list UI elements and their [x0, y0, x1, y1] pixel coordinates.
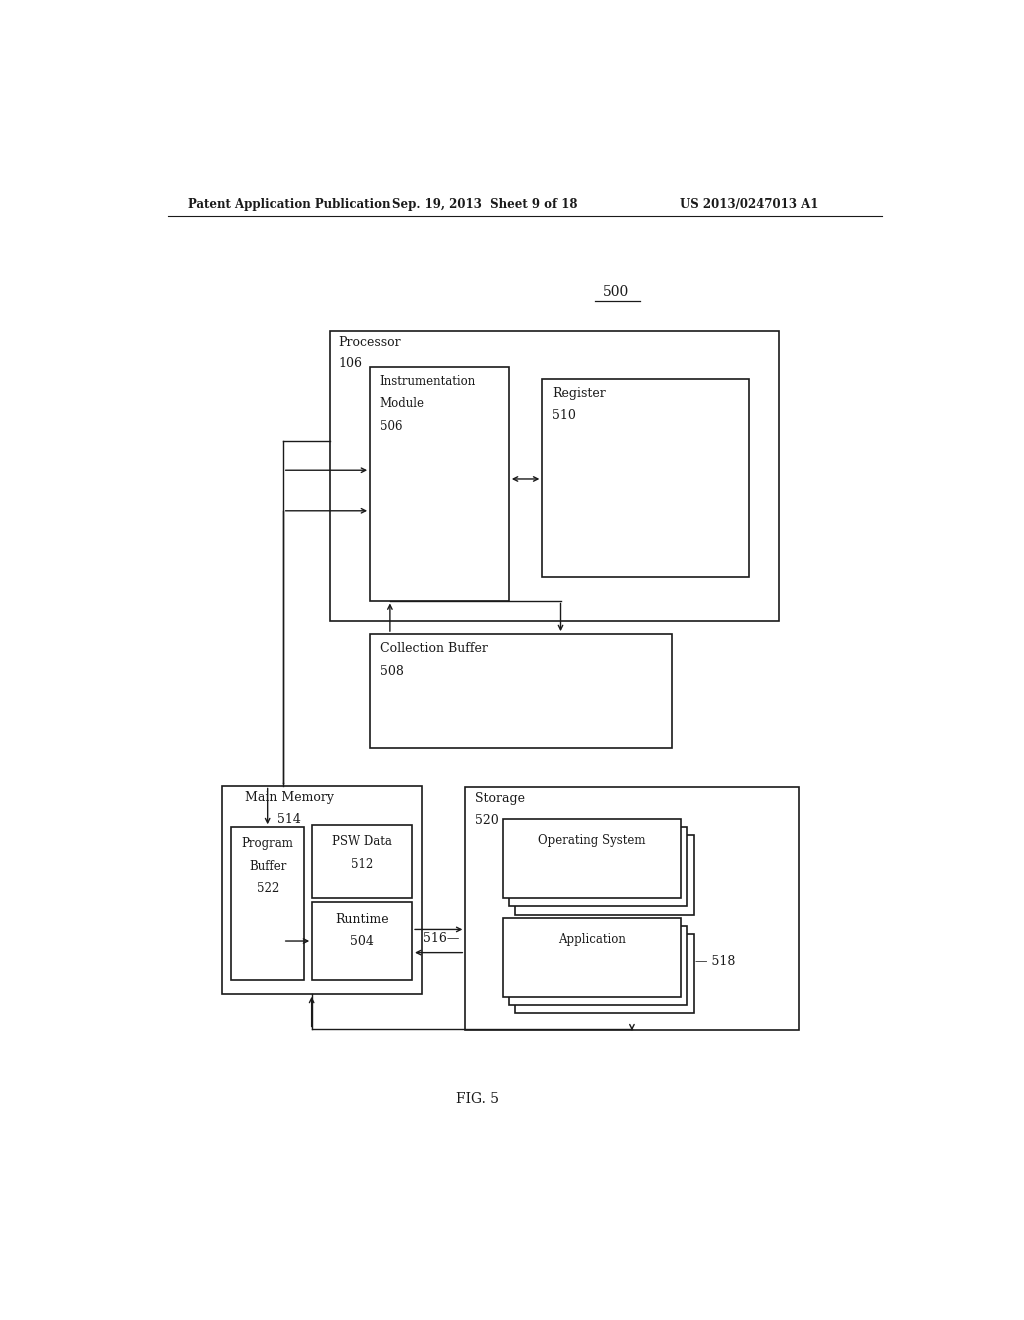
Text: 506: 506 — [380, 420, 402, 433]
Text: Program: Program — [242, 837, 294, 850]
Bar — [312, 903, 412, 979]
Text: Instrumentation: Instrumentation — [380, 375, 476, 388]
Text: 516—: 516— — [423, 932, 460, 945]
Text: Collection Buffer: Collection Buffer — [380, 643, 487, 655]
Bar — [465, 787, 799, 1031]
Bar — [503, 818, 681, 899]
Text: Register: Register — [552, 387, 605, 400]
Bar — [331, 331, 778, 620]
Text: 512: 512 — [351, 858, 373, 871]
Text: Main Memory: Main Memory — [245, 791, 334, 804]
Text: Sep. 19, 2013  Sheet 9 of 18: Sep. 19, 2013 Sheet 9 of 18 — [392, 198, 578, 211]
Bar — [221, 785, 422, 994]
Bar — [543, 379, 749, 577]
Text: 520: 520 — [475, 814, 499, 826]
Text: 504: 504 — [350, 935, 374, 948]
Text: Operating System: Operating System — [538, 834, 645, 847]
Text: Buffer: Buffer — [249, 859, 287, 873]
Text: — 518: — 518 — [695, 954, 736, 968]
Text: Runtime: Runtime — [335, 912, 389, 925]
Text: FIG. 5: FIG. 5 — [456, 1092, 499, 1106]
Bar — [515, 935, 694, 1014]
Bar — [515, 836, 694, 915]
Text: US 2013/0247013 A1: US 2013/0247013 A1 — [680, 198, 818, 211]
Text: 514: 514 — [278, 813, 301, 826]
Bar — [503, 917, 681, 997]
Bar — [312, 825, 412, 899]
Text: 508: 508 — [380, 664, 403, 677]
Text: Processor: Processor — [338, 337, 401, 350]
Text: 522: 522 — [257, 882, 279, 895]
Text: Application: Application — [558, 933, 626, 946]
Bar — [370, 367, 509, 601]
Text: Storage: Storage — [475, 792, 525, 805]
Text: Patent Application Publication: Patent Application Publication — [187, 198, 390, 211]
Text: Module: Module — [380, 397, 425, 411]
Text: 510: 510 — [552, 409, 575, 422]
Text: 106: 106 — [338, 356, 362, 370]
Bar — [509, 828, 687, 907]
Bar — [231, 828, 304, 979]
Text: 500: 500 — [603, 285, 629, 298]
Text: PSW Data: PSW Data — [332, 836, 392, 849]
Bar — [370, 634, 672, 748]
Bar — [509, 925, 687, 1005]
